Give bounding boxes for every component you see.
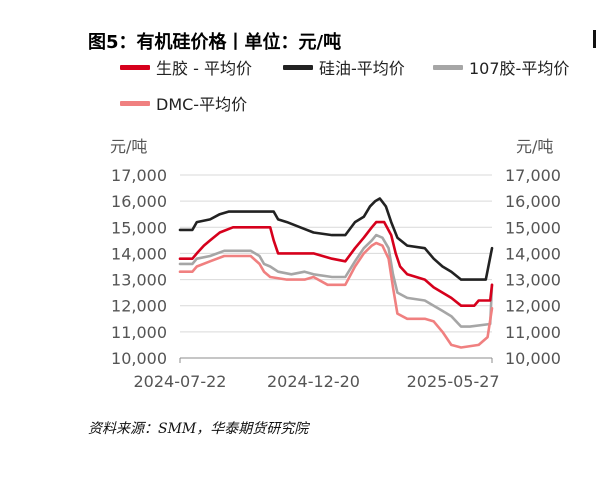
y-tick-right-6: 16,000 bbox=[505, 192, 561, 211]
y-tick-left-1: 11,000 bbox=[111, 323, 167, 342]
y-tick-left-5: 15,000 bbox=[111, 218, 167, 237]
legend-item-raw-rubber: 生胶 - 平均价 bbox=[120, 55, 252, 79]
x-tick-1: 2024-12-20 bbox=[267, 372, 360, 391]
source-note: 资料来源：SMM，华泰期货研究院 bbox=[88, 421, 309, 437]
legend-label-raw-rubber: 生胶 - 平均价 bbox=[156, 59, 252, 78]
series-line-silicone-oil bbox=[178, 197, 494, 281]
legend-item-silicone-oil: 硅油-平均价 bbox=[283, 55, 405, 79]
series-line-107-rubber bbox=[178, 233, 494, 328]
series-layer bbox=[178, 197, 494, 349]
y-tick-left-6: 16,000 bbox=[111, 192, 167, 211]
y-unit-left: 元/吨 bbox=[110, 137, 148, 156]
y-tick-left-0: 10,000 bbox=[111, 349, 167, 368]
chart-title: 图5：有机硅价格丨单位：元/吨 bbox=[88, 32, 342, 53]
y-tick-left-3: 13,000 bbox=[111, 271, 167, 290]
legend-label-107-rubber: 107胶-平均价 bbox=[469, 59, 570, 78]
y-tick-right-2: 12,000 bbox=[505, 297, 561, 316]
y-tick-right-0: 10,000 bbox=[505, 349, 561, 368]
legend-label-silicone-oil: 硅油-平均价 bbox=[319, 59, 405, 78]
y-tick-right-5: 15,000 bbox=[505, 218, 561, 237]
y-tick-right-7: 17,000 bbox=[505, 166, 561, 185]
x-tick-0: 2024-07-22 bbox=[134, 372, 227, 391]
y-tick-left-7: 17,000 bbox=[111, 166, 167, 185]
ticks-layer: 10,000 10,000 11,000 11,000 12,000 12,000 13,0… bbox=[111, 166, 561, 391]
legend-item-dmc: DMC-平均价 bbox=[120, 91, 247, 115]
legend-swatch-raw-rubber bbox=[120, 64, 150, 70]
series-line-dmc bbox=[178, 241, 494, 349]
grid-layer bbox=[180, 174, 492, 333]
y-tick-right-1: 11,000 bbox=[505, 323, 561, 342]
x-tick-2: 2025-05-27 bbox=[407, 372, 500, 391]
legend-swatch-silicone-oil bbox=[283, 64, 313, 70]
y-unit-right: 元/吨 bbox=[516, 137, 554, 156]
legend-label-dmc: DMC-平均价 bbox=[156, 95, 248, 114]
y-tick-right-4: 14,000 bbox=[505, 244, 561, 263]
series-line-raw-rubber bbox=[178, 220, 494, 308]
legend-swatch-dmc bbox=[120, 100, 150, 106]
legend-swatch-107-rubber bbox=[433, 64, 463, 70]
y-tick-left-4: 14,000 bbox=[111, 244, 167, 263]
edge-divider bbox=[593, 30, 596, 48]
y-tick-right-3: 13,000 bbox=[505, 271, 561, 290]
y-tick-left-2: 12,000 bbox=[111, 297, 167, 316]
axis-layer bbox=[179, 357, 493, 363]
legend-item-107-rubber: 107胶-平均价 bbox=[433, 55, 569, 79]
